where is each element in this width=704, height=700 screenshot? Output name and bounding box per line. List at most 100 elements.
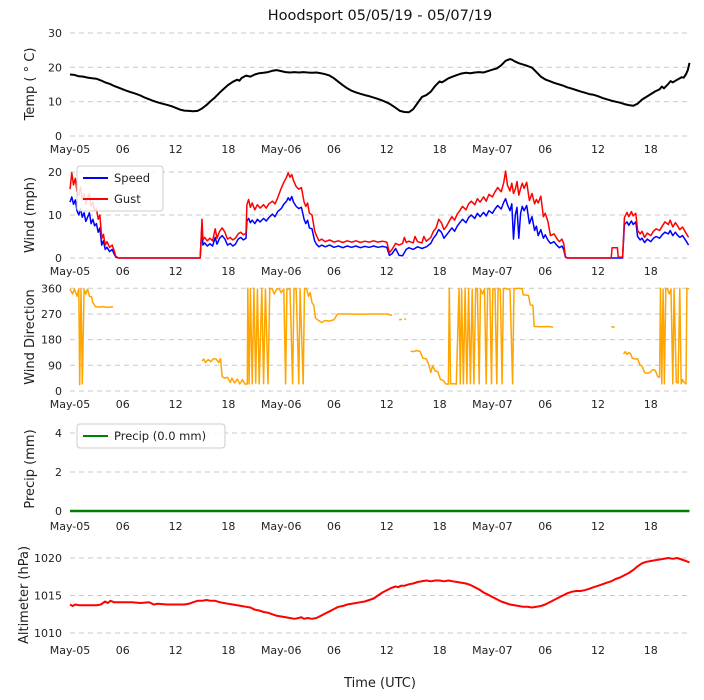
x-tick-label: 06 (116, 644, 130, 657)
gust-legend-label: Gust (114, 192, 141, 206)
x-tick-label: 18 (644, 265, 658, 278)
x-tick-label: May-05 (50, 644, 91, 657)
x-tick-label: 06 (538, 143, 552, 156)
x-tick-label: 12 (169, 398, 183, 411)
x-tick-label: May-06 (261, 265, 302, 278)
x-tick-label: 12 (169, 265, 183, 278)
precip-chart: 0 2 4 May-05 06 12 18 May-06 06 12 18 May-07 06 12 18 (50, 427, 690, 533)
x-tick-label: 06 (538, 644, 552, 657)
y-tick-label: 30 (48, 27, 62, 40)
series-altimeter (69, 557, 690, 620)
wind-direction-chart: 0 90 180 270 360 May-05 06 12 18 May-06 06 12 18 May-… (41, 282, 690, 411)
wind-axis-label: Wind (mph) (23, 177, 38, 253)
figure-title: Hoodsport 05/05/19 - 05/07/19 (268, 8, 492, 24)
x-tick-label: 18 (433, 644, 447, 657)
x-tick-label: May-07 (472, 520, 513, 533)
y-tick-label: 10 (48, 96, 62, 109)
x-tick-label: May-05 (50, 520, 91, 533)
series-wind-direction (69, 287, 690, 386)
y-tick-label: 1015 (34, 590, 62, 603)
y-tick-label: 0 (55, 252, 62, 265)
x-tick-label: 06 (116, 520, 130, 533)
altimeter-axis-label: Altimeter (hPa) (17, 546, 32, 644)
x-tick-label: May-07 (472, 265, 513, 278)
y-tick-label: 0 (55, 130, 62, 143)
x-tick-label: May-05 (50, 143, 91, 156)
x-axis-label: Time (UTC) (343, 676, 416, 691)
x-tick-label: 12 (380, 520, 394, 533)
x-tick-label: May-07 (472, 143, 513, 156)
precip-legend-label: Precip (0.0 mm) (114, 429, 206, 443)
y-tick-label: 10 (48, 209, 62, 222)
wind-legend: Speed Gust (76, 165, 164, 212)
series-speed (69, 195, 690, 259)
x-tick-label: 12 (169, 520, 183, 533)
x-tick-label: 06 (116, 143, 130, 156)
x-tick-label: 12 (591, 143, 605, 156)
y-tick-label: 0 (55, 385, 62, 398)
x-tick-label: 06 (538, 265, 552, 278)
x-tick-label: 06 (538, 398, 552, 411)
x-tick-label: May-06 (261, 644, 302, 657)
y-tick-label: 90 (48, 359, 62, 372)
x-tick-label: 18 (221, 398, 235, 411)
x-tick-label: 18 (644, 398, 658, 411)
wind-direction-axis-label: Wind Direction (23, 289, 38, 385)
x-tick-label: 06 (116, 398, 130, 411)
altimeter-chart: 1010 1015 1020 May-05 06 12 18 May-06 06 12 18 May-… (34, 552, 690, 657)
y-tick-label: 1010 (34, 627, 62, 640)
y-tick-label: 2 (55, 466, 62, 479)
x-tick-label: 12 (169, 644, 183, 657)
x-tick-label: May-05 (50, 265, 91, 278)
x-tick-label: 06 (327, 644, 341, 657)
x-tick-label: 12 (591, 398, 605, 411)
x-tick-label: 06 (327, 398, 341, 411)
x-tick-label: 06 (538, 520, 552, 533)
x-tick-label: 18 (644, 644, 658, 657)
temp-axis-label: Temp ( ° C) (23, 48, 38, 122)
x-tick-label: 18 (221, 143, 235, 156)
x-tick-label: May-05 (50, 398, 91, 411)
y-tick-label: 0 (55, 505, 62, 518)
x-tick-label: 12 (380, 644, 394, 657)
x-tick-label: 12 (591, 520, 605, 533)
x-tick-label: May-07 (472, 644, 513, 657)
x-tick-label: 18 (221, 265, 235, 278)
y-tick-label: 270 (41, 308, 62, 321)
x-tick-label: 18 (221, 520, 235, 533)
x-tick-label: May-06 (261, 520, 302, 533)
y-tick-label: 20 (48, 166, 62, 179)
x-tick-label: 18 (433, 398, 447, 411)
x-tick-label: 12 (380, 398, 394, 411)
x-tick-label: 06 (116, 265, 130, 278)
x-tick-label: May-06 (261, 143, 302, 156)
wind-chart: 0 10 20 May-05 06 12 18 May-06 06 12 18 May-07 06 12 1… (48, 166, 690, 278)
series-temp (69, 58, 691, 114)
x-tick-label: 18 (433, 520, 447, 533)
x-tick-label: 06 (327, 143, 341, 156)
x-tick-label: 12 (380, 265, 394, 278)
precip-legend: Precip (0.0 mm) (76, 423, 226, 449)
y-tick-label: 360 (41, 282, 62, 295)
speed-legend-label: Speed (114, 171, 150, 185)
x-tick-label: 18 (433, 143, 447, 156)
x-tick-label: May-07 (472, 398, 513, 411)
x-tick-label: May-06 (261, 398, 302, 411)
x-tick-label: 12 (591, 644, 605, 657)
y-tick-label: 1020 (34, 552, 62, 565)
series-gust (69, 170, 690, 259)
x-tick-label: 06 (327, 265, 341, 278)
y-tick-label: 20 (48, 61, 62, 74)
temperature-chart: 0 10 20 30 May-05 06 12 18 May-06 06 12 18 May-07 06 1… (48, 27, 691, 156)
x-tick-label: 18 (644, 143, 658, 156)
x-tick-label: 12 (169, 143, 183, 156)
x-tick-label: 18 (433, 265, 447, 278)
x-tick-label: 18 (221, 644, 235, 657)
precip-axis-label: Precip (mm) (23, 429, 38, 508)
x-tick-label: 12 (591, 265, 605, 278)
x-tick-label: 12 (380, 143, 394, 156)
y-tick-label: 4 (55, 427, 62, 440)
x-tick-label: 06 (327, 520, 341, 533)
